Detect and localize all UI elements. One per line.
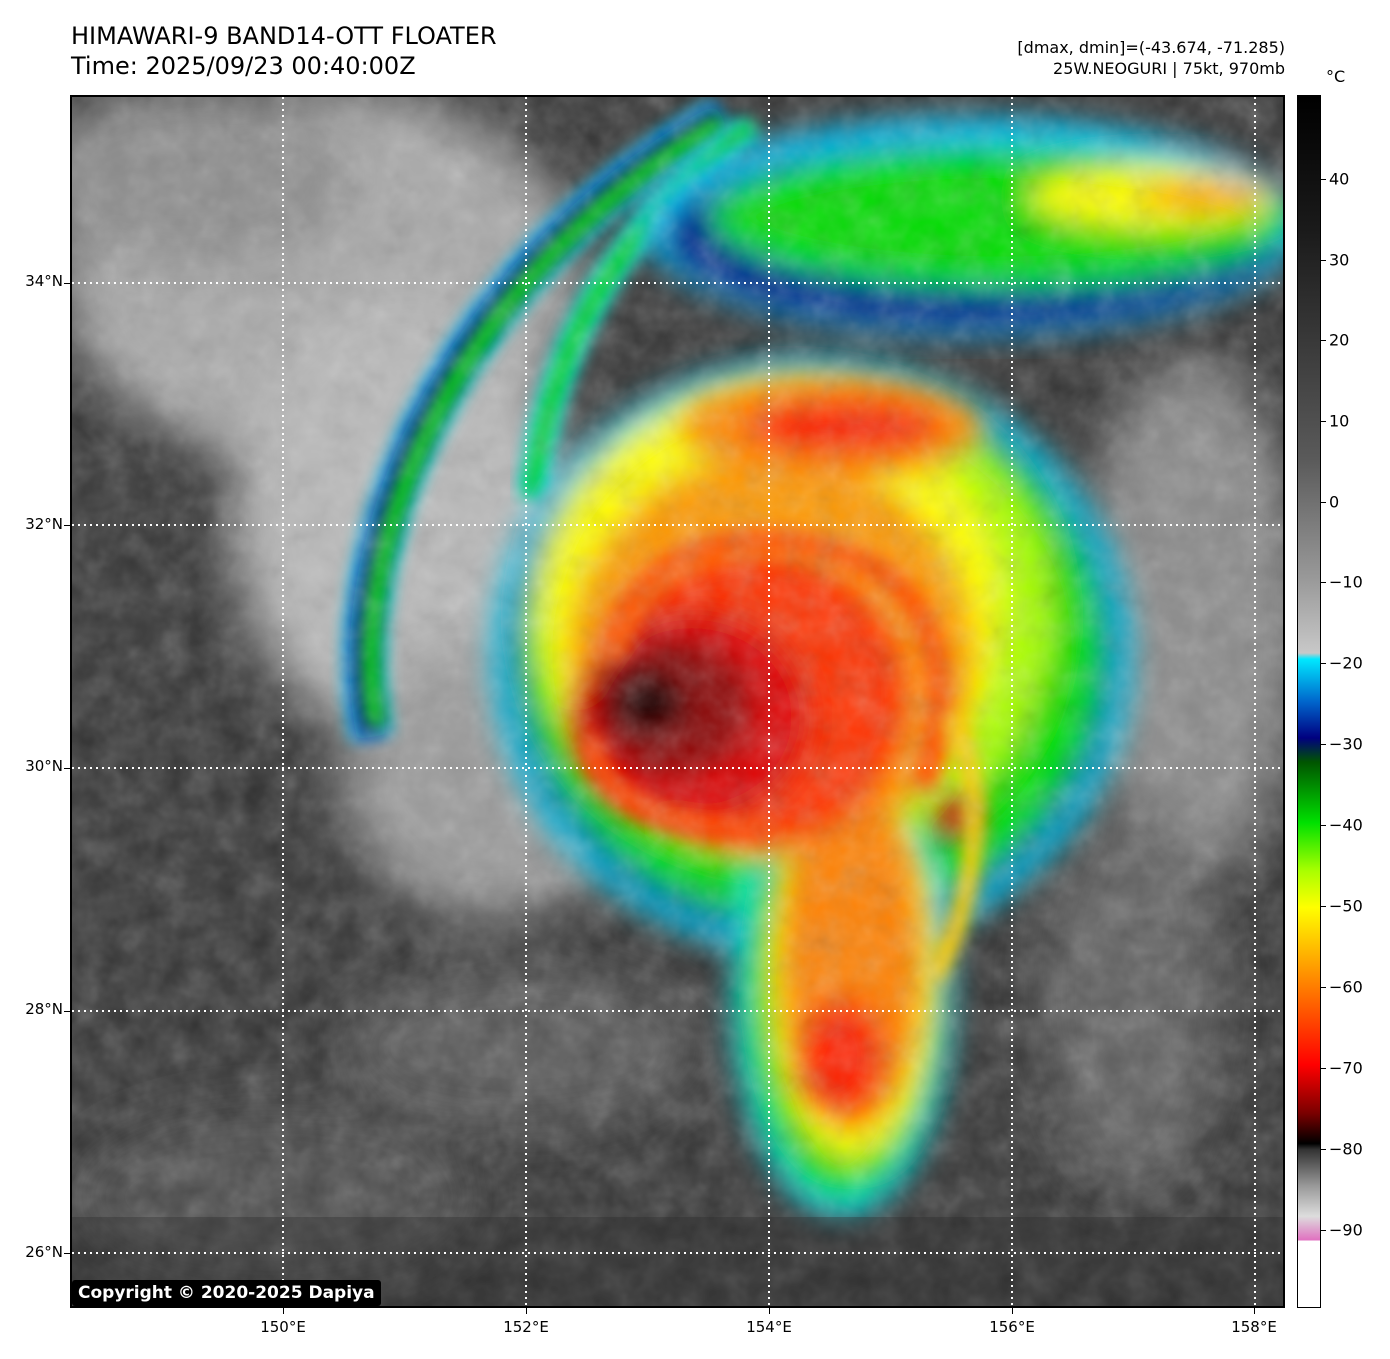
- lat-tick: [64, 1011, 70, 1012]
- lon-label-154e: 154°E: [746, 1318, 792, 1336]
- timestamp-title: Time: 2025/09/23 00:40:00Z: [71, 52, 416, 80]
- copyright-badge: Copyright © 2020-2025 Dapiya: [72, 1280, 381, 1306]
- colorbar-tick: [1321, 987, 1326, 988]
- temperature-colorbar: [1297, 95, 1321, 1308]
- lat-label-26n: 26°N: [25, 1243, 63, 1261]
- colorbar-label: 30: [1329, 250, 1350, 270]
- lat-tick: [64, 1253, 70, 1254]
- lon-label-158e: 158°E: [1231, 1318, 1277, 1336]
- satellite-image-frame: [70, 95, 1285, 1308]
- lon-tick: [1254, 1308, 1255, 1314]
- lon-tick: [769, 1308, 770, 1314]
- lat-label-28n: 28°N: [25, 1000, 63, 1018]
- colorbar-label: −10: [1329, 572, 1363, 592]
- storm-info: 25W.NEOGURI | 75kt, 970mb: [1053, 59, 1285, 78]
- colorbar-label: −60: [1329, 977, 1363, 997]
- colorbar-label: 20: [1329, 330, 1350, 350]
- dmax-dmin-readout: [dmax, dmin]=(-43.674, -71.285): [1017, 38, 1285, 57]
- colorbar-tick: [1321, 502, 1326, 503]
- lat-tick: [64, 768, 70, 769]
- lat-tick: [64, 525, 70, 526]
- colorbar-tick: [1321, 825, 1326, 826]
- satellite-infrared-image: [72, 97, 1283, 1306]
- colorbar-tick: [1321, 663, 1326, 664]
- colorbar-label: 10: [1329, 411, 1350, 431]
- colorbar-label: −30: [1329, 734, 1363, 754]
- colorbar-label: −80: [1329, 1139, 1363, 1159]
- colorbar-label: −90: [1329, 1220, 1363, 1240]
- cloud-texture: [72, 97, 1283, 1306]
- lon-label-152e: 152°E: [503, 1318, 549, 1336]
- colorbar-label: −70: [1329, 1058, 1363, 1078]
- colorbar-tick: [1321, 421, 1326, 422]
- lon-label-150e: 150°E: [260, 1318, 306, 1336]
- lat-label-30n: 30°N: [25, 757, 63, 775]
- colorbar-tick: [1321, 1068, 1326, 1069]
- lat-tick: [64, 283, 70, 284]
- lon-tick: [1012, 1308, 1013, 1314]
- colorbar-tick: [1321, 340, 1326, 341]
- colorbar-tick: [1321, 260, 1326, 261]
- colorbar-label: −50: [1329, 896, 1363, 916]
- colorbar-tick: [1321, 582, 1326, 583]
- chart-title: HIMAWARI-9 BAND14-OTT FLOATER: [71, 22, 497, 50]
- colorbar-label: 40: [1329, 169, 1350, 189]
- colorbar-label: 0: [1329, 492, 1340, 512]
- colorbar-label: −40: [1329, 815, 1363, 835]
- lon-label-156e: 156°E: [989, 1318, 1035, 1336]
- colorbar-tick: [1321, 906, 1326, 907]
- colorbar-unit: °C: [1326, 67, 1346, 86]
- lat-label-34n: 34°N: [25, 272, 63, 290]
- lon-tick: [283, 1308, 284, 1314]
- colorbar-tick: [1321, 179, 1326, 180]
- colorbar-label: −20: [1329, 653, 1363, 673]
- lat-label-32n: 32°N: [25, 515, 63, 533]
- colorbar-tick: [1321, 1149, 1326, 1150]
- colorbar-tick: [1321, 744, 1326, 745]
- lon-tick: [526, 1308, 527, 1314]
- colorbar-tick: [1321, 1230, 1326, 1231]
- graticule: [72, 97, 1283, 1306]
